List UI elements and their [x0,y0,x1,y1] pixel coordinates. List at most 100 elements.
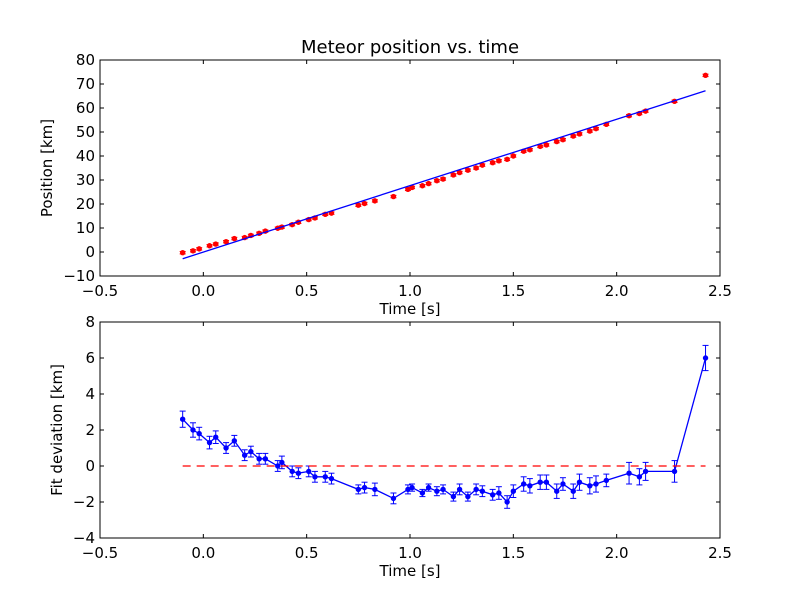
data-point [504,499,510,505]
data-point [231,235,238,242]
data-point [456,169,463,176]
data-point [560,136,566,143]
data-point [361,484,368,491]
data-point [440,486,446,493]
data-point [306,468,312,475]
position-y-tick-label: 10 [76,219,95,237]
position-x-ticks: −0.5 0.0 0.5 1.0 1.5 2.0 2.5 [82,60,732,300]
position-x-tick-label: 2.0 [605,282,629,300]
position-y-tick-label: 30 [76,171,95,189]
data-point [587,128,593,134]
position-y-tick-label: −10 [63,267,95,285]
data-point [587,483,593,489]
data-point [504,156,510,163]
data-point [702,355,709,361]
data-point [256,456,262,462]
position-x-tick-label: 0.0 [191,282,215,300]
data-point [440,176,446,182]
data-point [241,452,248,458]
data-point [450,493,457,500]
data-point [355,202,362,208]
data-point [570,133,576,139]
data-point [179,250,186,256]
data-point [275,463,281,469]
data-point [322,474,328,480]
data-point [626,470,632,476]
data-point [372,198,378,204]
data-point [702,72,709,79]
data-point [527,483,533,489]
position-y-tick-label: 40 [76,147,95,165]
position-y-tick-label: 80 [76,51,95,69]
deviation-plot: −0.5 0.0 0.5 1.0 1.5 2.0 2.5 −4 −2 0 2 4 6 8 Time [s… [48,313,732,580]
data-point [510,488,517,494]
deviation-x-tick-label: 1.0 [398,544,422,562]
position-y-tick-label: 50 [76,123,95,141]
data-point [206,439,213,446]
data-point [231,438,238,444]
deviation-y-tick-label: −2 [73,493,95,511]
data-point [262,456,269,462]
position-x-axis-label: Time [s] [379,300,441,318]
deviation-y-tick-label: 2 [85,421,95,439]
deviation-y-tick-label: −4 [73,529,95,547]
data-point [434,178,440,184]
data-point [390,495,397,502]
data-point [636,474,643,480]
position-y-tick-label: 0 [85,243,95,261]
data-point [190,248,196,254]
data-point [405,186,411,193]
data-point [543,142,550,148]
data-point [223,238,229,245]
data-point [248,448,254,455]
position-x-tick-label: −0.5 [82,282,118,300]
data-point [312,474,318,480]
data-point [642,468,649,475]
data-point [520,481,527,487]
data-point [537,479,543,485]
data-point [543,479,550,485]
data-point [223,445,229,451]
data-point [390,193,397,200]
position-y-tick-label: 20 [76,195,95,213]
data-point [361,200,368,207]
linear-fit-line [182,90,706,260]
position-x-tick-label: 0.5 [295,282,319,300]
data-point [372,486,378,493]
data-point [206,243,213,249]
position-y-ticks: −10 0 10 20 30 40 50 60 70 80 [63,51,720,285]
deviation-data [179,344,709,509]
data-point [425,484,432,491]
data-point [450,172,457,178]
deviation-x-tick-label: −0.5 [82,544,118,562]
data-point [279,459,285,466]
data-point [489,160,496,166]
data-point [213,434,219,440]
position-x-tick-label: 1.0 [398,282,422,300]
data-point [190,427,196,433]
data-point [295,470,302,476]
data-point [419,490,426,496]
data-point [554,138,560,145]
data-point [496,158,502,164]
data-point [213,241,219,247]
deviation-y-tick-label: 4 [85,385,95,403]
position-plot: Meteor position vs. time −0.5 0.0 0.5 1.0 1.… [38,37,732,318]
deviation-x-tick-label: 0.5 [295,544,319,562]
deviation-x-tick-label: 2.5 [708,544,732,562]
data-point [593,481,599,487]
data-point [355,486,362,493]
data-point [196,246,202,252]
deviation-x-ticks: −0.5 0.0 0.5 1.0 1.5 2.0 2.5 [82,322,732,562]
deviation-x-axis-label: Time [s] [379,562,441,580]
data-point [196,430,202,437]
position-x-tick-label: 1.5 [501,282,525,300]
data-point [496,490,502,496]
position-y-tick-label: 60 [76,99,95,117]
data-point [289,468,295,475]
data-point [179,416,186,422]
data-point [473,486,479,493]
deviation-x-tick-label: 2.0 [605,544,629,562]
